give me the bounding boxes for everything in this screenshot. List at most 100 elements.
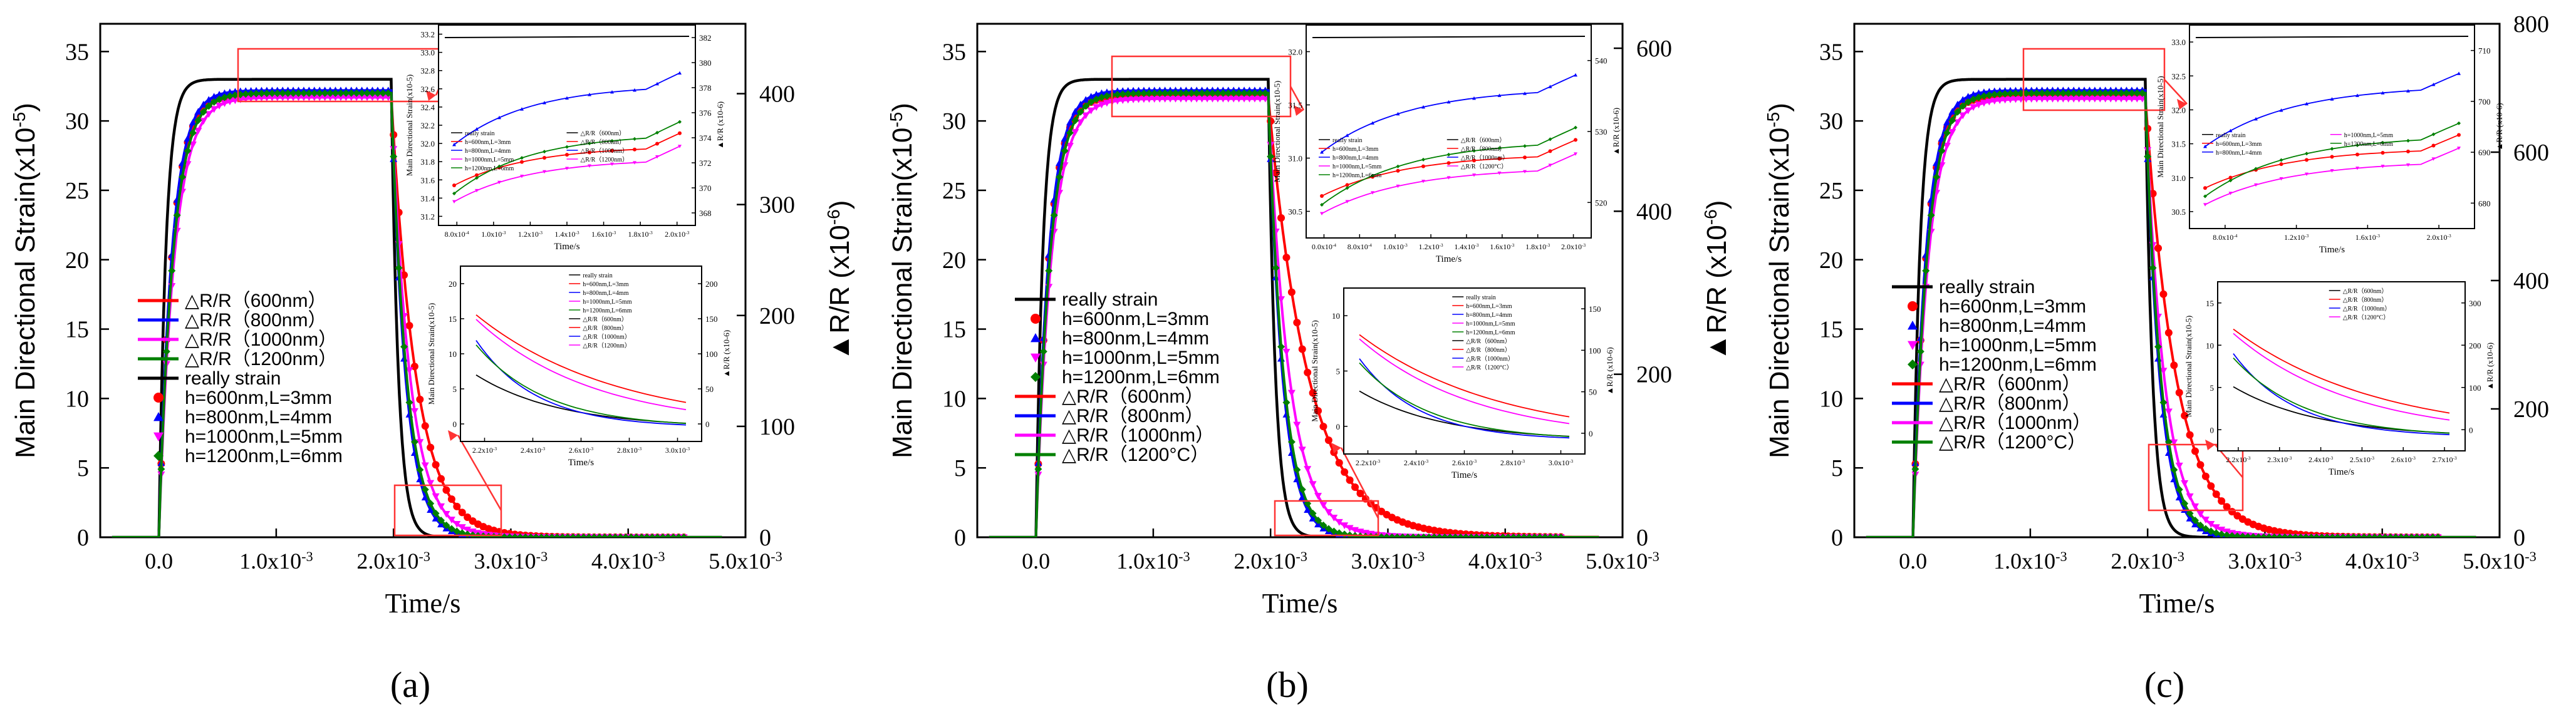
data-point	[2329, 533, 2337, 537]
data-point	[1130, 96, 1138, 103]
data-point	[194, 116, 202, 125]
data-point	[2059, 95, 2067, 103]
inset-y-tick-label: 0	[453, 420, 457, 429]
data-point	[437, 503, 445, 510]
data-point	[1330, 514, 1338, 522]
data-point	[2059, 89, 2067, 97]
inset-x-tick-label: 1.6x10-3	[591, 230, 616, 239]
data-point	[1341, 468, 1349, 476]
series-line-really-strain	[989, 78, 1599, 537]
data-point	[2212, 490, 2220, 498]
legend-swatch	[1031, 314, 1041, 324]
data-point	[310, 94, 318, 101]
data-point	[2207, 521, 2215, 528]
data-point	[2181, 500, 2189, 508]
inset-y2-tick-label: 700	[2478, 97, 2491, 106]
inset-y2-tick-label: 376	[699, 108, 712, 118]
data-point	[2007, 90, 2015, 98]
x-tick-label: 3.0x10-3	[474, 549, 548, 574]
data-point	[1287, 438, 1296, 446]
data-point	[1224, 89, 1232, 97]
data-point	[1985, 98, 1993, 106]
data-point	[1970, 104, 1978, 111]
data-point	[1298, 493, 1306, 501]
data-point	[342, 89, 350, 97]
data-point	[199, 108, 207, 116]
inset-legend-item: really strain	[1332, 137, 1362, 144]
data-point	[538, 533, 546, 537]
data-point	[2392, 533, 2400, 537]
data-point	[1182, 89, 1190, 97]
inset-legend-item: h=800nm,L=4mm	[465, 148, 511, 155]
data-point	[299, 94, 308, 101]
inset-y-tick-label: 10	[449, 349, 457, 359]
data-point	[216, 103, 224, 110]
data-point	[2212, 529, 2220, 537]
data-point	[221, 100, 229, 107]
series-line-really-strain	[1866, 78, 2476, 537]
inset-legend-item: △R/R（800nm）	[1466, 346, 1511, 354]
data-point	[2260, 533, 2268, 537]
data-point	[2164, 329, 2173, 337]
data-point	[252, 95, 261, 102]
inset-y-tick-label: 31.0	[2171, 173, 2186, 183]
data-point	[1098, 93, 1106, 101]
data-point	[173, 211, 181, 219]
data-point	[1515, 533, 1523, 537]
data-point	[1319, 502, 1327, 509]
data-point	[205, 102, 213, 110]
x-tick-label: 5.0x10-3	[2463, 549, 2537, 574]
inset-series-line	[2205, 147, 2459, 205]
data-point	[1990, 90, 1998, 98]
data-point	[432, 514, 440, 522]
data-point	[1319, 521, 1327, 529]
inset-series	[444, 36, 690, 204]
y-tick-label: 0	[954, 525, 966, 551]
data-point	[2201, 517, 2210, 523]
data-point	[664, 534, 672, 537]
data-point	[368, 89, 377, 97]
data-point	[1277, 343, 1285, 351]
data-point	[1927, 211, 1935, 219]
y-tick-label: 25	[65, 178, 89, 204]
inset-y2-tick-label: 374	[699, 133, 712, 143]
inset-series-line	[2233, 328, 2450, 414]
zoom-arrow	[1340, 447, 1379, 519]
data-point	[1287, 288, 1296, 296]
inset-series-line	[444, 36, 690, 38]
inset-top-a: 31.2 31.4 31.6 31.8 32.0 32.2 32.4 32.6 32.8 33.0…	[405, 24, 725, 252]
data-point	[2175, 388, 2183, 396]
data-point	[501, 533, 509, 537]
inset-legend-item: △R/R（1200°C）	[1466, 364, 1512, 371]
data-point	[1171, 89, 1180, 97]
inset-x-tick-label: 1.2x10-3	[1418, 242, 1443, 252]
inset-y-tick-label: 32.2	[420, 121, 435, 130]
y-axis-title: Main Directional Strain(x10-5)	[9, 103, 41, 458]
data-point	[1552, 534, 1560, 537]
inset-series-line	[1321, 153, 1576, 214]
data-point	[1293, 319, 1301, 327]
data-point	[1314, 493, 1322, 500]
data-point	[2212, 524, 2220, 532]
inset-y2-title: ▲R/R (x10-6)	[722, 330, 731, 378]
inset-y-title: Main Directional Strain(x10-5)	[1272, 81, 1282, 182]
data-point	[1488, 533, 1497, 537]
inset-x-tick-label: 1.6x10-3	[1490, 242, 1514, 252]
inset-y-tick-label: 20	[449, 279, 457, 289]
data-point	[1383, 533, 1391, 537]
data-point	[432, 461, 440, 469]
data-point	[231, 97, 239, 105]
data-point	[516, 533, 524, 537]
data-point	[373, 94, 382, 101]
inset-y2-tick-label: 150	[1589, 304, 1601, 314]
data-point	[1176, 95, 1185, 103]
data-point	[1219, 89, 1227, 97]
data-point	[658, 534, 667, 537]
inset-series-line	[475, 314, 687, 403]
data-point	[2281, 533, 2289, 537]
data-point	[2297, 533, 2305, 537]
data-point	[262, 90, 271, 98]
x-tick-label: 0.0	[1899, 549, 1927, 574]
inset-y2-tick-label: 710	[2478, 46, 2491, 56]
y-tick-label: 15	[942, 317, 966, 343]
